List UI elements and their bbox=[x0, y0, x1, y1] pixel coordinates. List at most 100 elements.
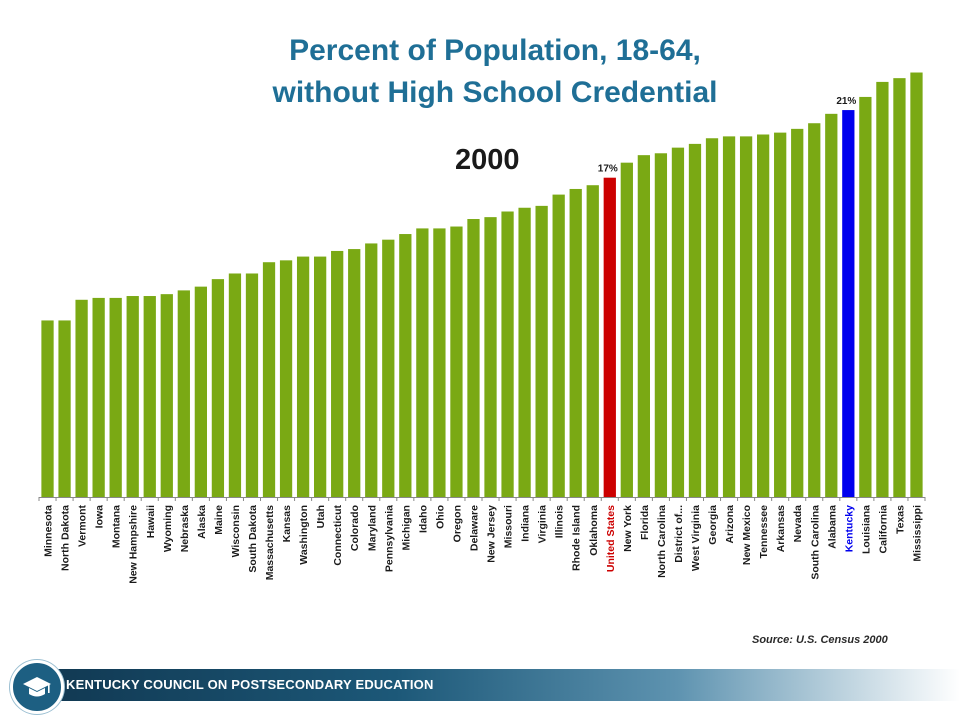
x-tick-label-hawaii: Hawaii bbox=[145, 505, 157, 538]
bar-alaska bbox=[194, 286, 207, 497]
x-tick-label-colorado: Colorado bbox=[349, 505, 361, 551]
bar-montana bbox=[109, 297, 122, 497]
bar-iowa bbox=[92, 297, 105, 497]
data-label-kentucky: 21% bbox=[836, 96, 856, 107]
bar-oklahoma bbox=[586, 185, 599, 498]
x-tick-label-new-jersey: New Jersey bbox=[486, 505, 498, 563]
bar-north-carolina bbox=[654, 153, 668, 497]
x-tick-label-idaho: Idaho bbox=[417, 505, 429, 533]
x-tick-label-connecticut: Connecticut bbox=[332, 505, 344, 566]
bar-rhode-island bbox=[569, 188, 582, 497]
bar-michigan bbox=[399, 234, 412, 498]
bar-delaware bbox=[467, 219, 480, 497]
bar-vermont bbox=[75, 299, 88, 497]
bar-alabama bbox=[825, 113, 838, 498]
x-tick-label-alaska: Alaska bbox=[196, 505, 208, 539]
bar-indiana bbox=[518, 207, 531, 497]
x-tick-label-pennsylvania: Pennsylvania bbox=[383, 505, 395, 572]
bar-north-dakota bbox=[58, 320, 71, 497]
bar-nevada bbox=[791, 128, 804, 497]
x-tick-label-new-hampshire: New Hampshire bbox=[128, 505, 140, 584]
x-tick-label-maine: Maine bbox=[213, 505, 225, 535]
bar-texas bbox=[893, 78, 906, 497]
x-tick-label-kentucky: Kentucky bbox=[843, 505, 855, 552]
x-tick-label-montana: Montana bbox=[111, 505, 123, 548]
bar-minnesota bbox=[41, 320, 54, 497]
bar-maine bbox=[211, 279, 225, 497]
x-tick-label-illinois: Illinois bbox=[554, 505, 566, 538]
bar-california bbox=[876, 81, 889, 497]
data-label-united-states: 17% bbox=[598, 164, 618, 175]
x-tick-label-michigan: Michigan bbox=[400, 505, 412, 551]
x-tick-label-wyoming: Wyoming bbox=[162, 505, 174, 552]
x-tick-label-oregon: Oregon bbox=[451, 505, 463, 542]
x-tick-label-kansas: Kansas bbox=[281, 505, 293, 543]
x-tick-label-minnesota: Minnesota bbox=[43, 505, 55, 557]
bar-kentucky bbox=[842, 110, 855, 498]
x-tick-label-wisconsin: Wisconsin bbox=[230, 505, 242, 557]
bar-colorado bbox=[348, 249, 361, 497]
bar-south-carolina bbox=[808, 123, 821, 498]
bar-idaho bbox=[416, 228, 429, 497]
bar-connecticut bbox=[331, 250, 344, 497]
x-tick-label-nebraska: Nebraska bbox=[179, 505, 191, 552]
x-tick-label-new-york: New York bbox=[622, 505, 634, 552]
bar-massachusetts bbox=[262, 262, 276, 497]
bar-wisconsin bbox=[228, 273, 242, 497]
x-tick-label-ohio: Ohio bbox=[434, 505, 446, 529]
x-tick-label-arkansas: Arkansas bbox=[775, 505, 787, 552]
bar-illinois bbox=[552, 194, 565, 497]
x-tick-label-california: California bbox=[877, 505, 889, 554]
bar-virginia bbox=[535, 205, 548, 497]
bar-florida bbox=[637, 155, 650, 497]
x-tick-label-new-mexico: New Mexico bbox=[741, 505, 753, 565]
bar-kansas bbox=[279, 260, 293, 497]
x-tick-label-nevada: Nevada bbox=[792, 505, 804, 543]
footer-banner bbox=[18, 669, 960, 701]
x-tick-label-massachusetts: Massachusetts bbox=[264, 505, 276, 580]
x-tick-label-arizona: Arizona bbox=[724, 505, 736, 544]
x-tick-label-north-dakota: North Dakota bbox=[60, 505, 72, 571]
x-tick-label-vermont: Vermont bbox=[77, 505, 89, 548]
bar-missouri bbox=[501, 211, 514, 498]
chart-title-line2: without High School Credential bbox=[272, 76, 718, 109]
x-tick-label-west-virginia: West Virginia bbox=[690, 505, 702, 571]
bar-tennessee bbox=[757, 134, 770, 497]
bar-utah bbox=[314, 256, 327, 497]
x-tick-label-indiana: Indiana bbox=[520, 505, 532, 542]
x-tick-label-north-carolina: North Carolina bbox=[656, 505, 668, 578]
bar-new-jersey bbox=[484, 217, 497, 497]
x-tick-label-south-carolina: South Carolina bbox=[809, 505, 821, 580]
bar-nebraska bbox=[177, 290, 190, 497]
chart-title-line1: Percent of Population, 18-64, bbox=[289, 34, 701, 67]
x-tick-label-missouri: Missouri bbox=[503, 505, 515, 548]
x-tick-label-georgia: Georgia bbox=[707, 505, 719, 545]
bar-arkansas bbox=[774, 132, 787, 498]
bar-south-dakota bbox=[245, 273, 259, 497]
x-tick-label-district-of: District of... bbox=[673, 505, 685, 563]
x-tick-label-tennessee: Tennessee bbox=[758, 505, 770, 559]
x-tick-label-florida: Florida bbox=[639, 505, 651, 540]
footer-organization-name: KENTUCKY COUNCIL ON POSTSECONDARY EDUCAT… bbox=[66, 677, 434, 692]
x-tick-label-virginia: Virginia bbox=[537, 505, 549, 543]
x-tick-label-delaware: Delaware bbox=[468, 505, 480, 551]
bar-hawaii bbox=[143, 296, 156, 497]
x-tick-label-alabama: Alabama bbox=[826, 505, 838, 549]
x-tick-label-texas: Texas bbox=[894, 505, 906, 534]
bar-mississippi bbox=[910, 72, 923, 497]
chart-subtitle-year: 2000 bbox=[455, 144, 520, 176]
bar-new-york bbox=[620, 162, 633, 498]
bar-west-virginia bbox=[688, 143, 702, 497]
x-tick-label-maryland: Maryland bbox=[366, 505, 378, 551]
x-tick-label-washington: Washington bbox=[298, 505, 310, 565]
bar-oregon bbox=[450, 226, 463, 497]
x-tick-label-utah: Utah bbox=[315, 505, 327, 528]
bar-maryland bbox=[365, 243, 378, 497]
chart-title: Percent of Population, 18-64, without Hi… bbox=[150, 30, 840, 114]
bar-new-mexico bbox=[739, 136, 753, 498]
x-tick-label-south-dakota: South Dakota bbox=[247, 505, 259, 573]
bar-united-states bbox=[603, 177, 616, 497]
x-tick-label-united-states: United States bbox=[605, 505, 617, 572]
bar-georgia bbox=[705, 138, 719, 497]
